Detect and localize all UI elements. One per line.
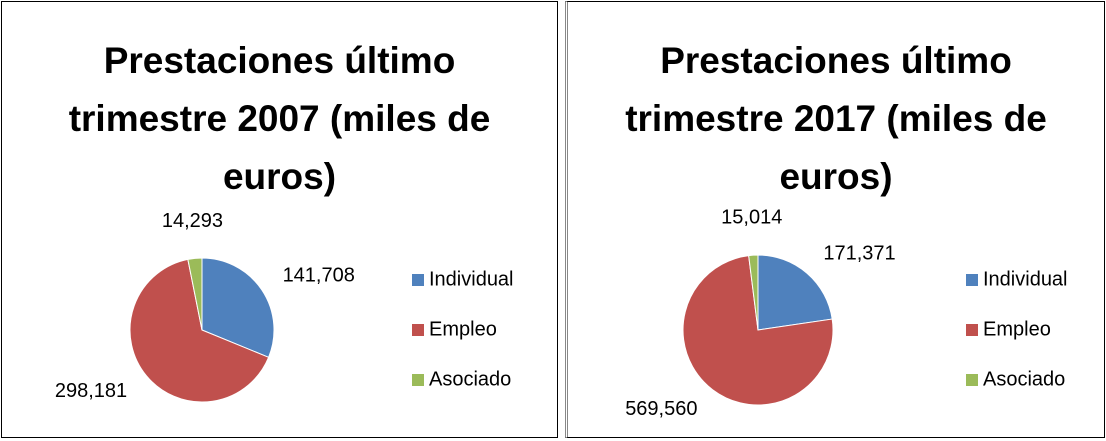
pie-slice [129,258,270,403]
data-label: 14,293 [162,210,223,232]
chart-panel: Prestaciones último trimestre 2017 (mile… [565,1,1105,438]
data-label: 141,708 [283,264,355,286]
legend-swatch [412,274,424,286]
legend-label: Individual [983,268,1068,290]
legend-swatch [966,374,978,386]
legend-label: Asociado [429,368,511,390]
legend-label: Empleo [429,318,497,340]
data-label: 569,560 [625,398,697,420]
pie-slice [201,257,275,358]
legend-label: Individual [429,268,514,290]
pie-slice [757,254,833,331]
legend-swatch [412,374,424,386]
chart-title: Prestaciones último trimestre 2017 (mile… [625,40,1047,197]
data-label: 15,014 [721,206,782,228]
legend-swatch [966,274,978,286]
data-label: 298,181 [55,380,127,402]
chart-title: Prestaciones último trimestre 2007 (mile… [68,40,491,197]
data-label: 171,371 [823,243,895,265]
legend-swatch [966,324,978,336]
pie-slice [187,257,203,331]
pie-slice [682,255,834,406]
legend-swatch [412,324,424,336]
legend-label: Empleo [983,318,1051,340]
legend-label: Asociado [983,368,1065,390]
pie-slice [748,254,759,331]
chart-panel: Prestaciones último trimestre 2007 (mile… [1,1,558,438]
